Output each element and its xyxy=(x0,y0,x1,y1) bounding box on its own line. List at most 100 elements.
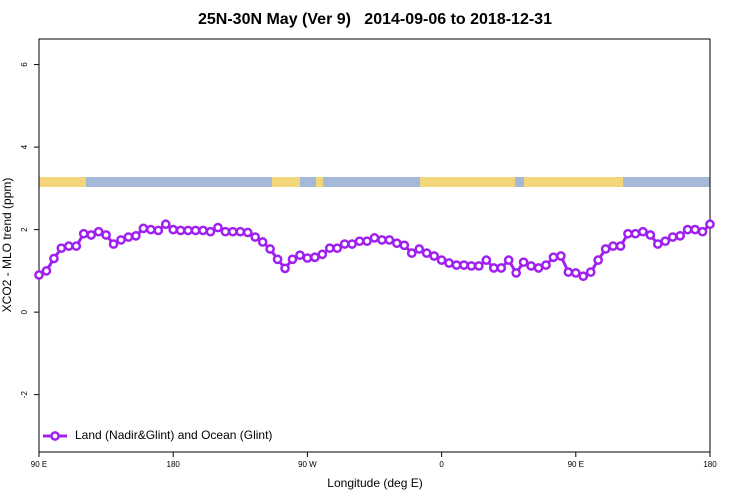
data-point xyxy=(213,222,223,233)
data-point xyxy=(377,235,387,245)
data-point xyxy=(667,232,678,242)
data-point xyxy=(682,224,693,235)
data-point xyxy=(369,233,380,243)
data-point xyxy=(168,224,179,235)
data-point xyxy=(339,239,350,249)
data-point xyxy=(541,260,551,270)
data-point xyxy=(675,230,686,241)
data-point xyxy=(272,254,283,265)
data-point xyxy=(324,243,335,254)
data-point xyxy=(384,235,395,245)
land-ocean-strip xyxy=(39,177,710,187)
data-point xyxy=(108,239,119,249)
data-point xyxy=(638,226,648,237)
x-tick-label: 90 E xyxy=(31,460,47,469)
data-point xyxy=(153,225,164,236)
data-point xyxy=(444,258,454,268)
data-point xyxy=(392,238,402,249)
y-tick-label: 2 xyxy=(20,227,29,232)
data-point xyxy=(496,263,507,273)
data-point xyxy=(116,235,126,245)
data-point xyxy=(332,243,343,254)
data-point xyxy=(362,236,372,247)
data-point xyxy=(399,240,410,251)
x-tick-label: 90 W xyxy=(298,460,317,469)
land-band xyxy=(420,177,515,187)
data-point xyxy=(690,224,700,235)
y-tick-label: 0 xyxy=(20,309,29,314)
data-point xyxy=(556,251,566,261)
data-point xyxy=(34,270,44,280)
data-point xyxy=(145,224,156,235)
data-point xyxy=(235,226,246,237)
data-point xyxy=(459,260,469,270)
data-point xyxy=(227,226,238,237)
legend-label: Land (Nadir&Glint) and Ocean (Glint) xyxy=(75,428,272,442)
plot-frame xyxy=(38,38,711,453)
y-axis-label: XCO2 - MLO trend (ppm) xyxy=(0,178,14,313)
x-tick-label: 0 xyxy=(439,460,444,469)
data-point xyxy=(466,261,477,271)
data-point xyxy=(526,261,536,271)
data-point xyxy=(205,226,216,237)
x-axis-label: Longitude (deg E) xyxy=(327,476,422,490)
data-point xyxy=(183,225,193,236)
data-point xyxy=(533,263,544,273)
data-point xyxy=(295,250,305,261)
data-point xyxy=(78,228,89,239)
data-point xyxy=(220,226,231,237)
data-point xyxy=(645,230,656,240)
chart-title: 25N-30N May (Ver 9) 2014-09-06 to 2018-1… xyxy=(198,11,552,28)
data-point xyxy=(652,239,663,249)
data-point xyxy=(160,219,171,230)
data-point xyxy=(615,241,626,251)
data-point xyxy=(414,244,425,254)
ocean-band xyxy=(39,177,710,187)
data-point xyxy=(503,255,514,265)
data-point xyxy=(488,263,499,273)
data-point xyxy=(265,244,275,254)
x-tick-label: 180 xyxy=(167,460,181,469)
data-point xyxy=(138,223,149,234)
data-point xyxy=(600,244,611,254)
data-point xyxy=(481,255,492,265)
land-band xyxy=(39,177,86,187)
data-point xyxy=(56,243,67,254)
x-tick-label: 90 E xyxy=(568,460,584,469)
land-band xyxy=(316,177,323,187)
data-point xyxy=(511,268,522,278)
data-point xyxy=(548,252,559,263)
data-point xyxy=(705,219,715,230)
data-point xyxy=(250,232,261,242)
data-point xyxy=(101,230,111,240)
land-band xyxy=(272,177,300,187)
data-point xyxy=(310,252,320,263)
data-point xyxy=(41,266,52,276)
data-point xyxy=(123,232,134,242)
data-point xyxy=(347,239,357,249)
data-point xyxy=(86,230,97,240)
data-point xyxy=(474,261,484,271)
data-point xyxy=(585,267,596,277)
data-point xyxy=(436,255,447,265)
y-tick-label: 6 xyxy=(20,62,29,67)
data-point xyxy=(406,248,417,258)
data-point xyxy=(302,253,313,263)
data-point xyxy=(63,241,74,251)
data-point xyxy=(280,263,290,274)
data-point xyxy=(578,271,589,282)
data-point xyxy=(242,227,253,238)
data-point xyxy=(630,228,641,239)
data-point xyxy=(660,236,671,247)
data-point xyxy=(518,257,529,268)
y-tick-label: -2 xyxy=(20,391,29,399)
data-point xyxy=(317,249,328,260)
data-point xyxy=(257,237,268,247)
data-point xyxy=(287,254,298,265)
data-point xyxy=(563,267,574,277)
data-point xyxy=(593,255,604,265)
data-point xyxy=(608,241,618,251)
data-point xyxy=(697,226,708,237)
data-point xyxy=(198,225,208,236)
